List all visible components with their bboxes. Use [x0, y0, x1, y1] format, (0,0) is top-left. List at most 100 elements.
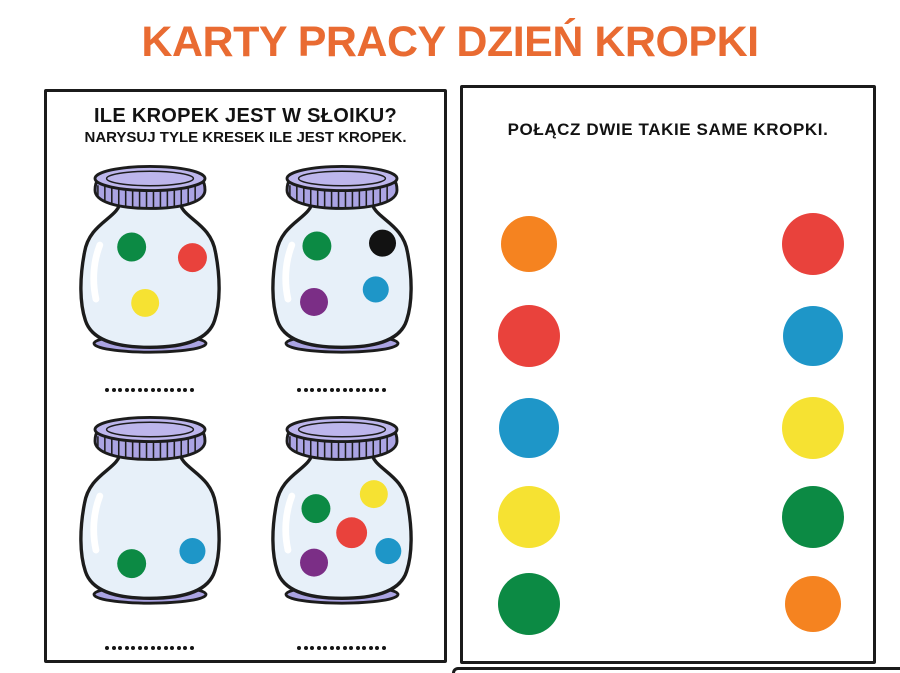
answer-row-top: [47, 382, 444, 398]
jar-dot-green: [300, 494, 330, 524]
jar-slot-top-right: [258, 164, 426, 357]
answer-line-dot: [368, 646, 373, 650]
answer-line-dot: [105, 646, 110, 650]
answer-line-dot: [150, 388, 155, 392]
left-panel-heading: ILE KROPEK JEST W SŁOIKU?: [93, 105, 398, 127]
answer-line: [297, 640, 386, 656]
jar-dot-red: [335, 517, 367, 549]
jar-row-top: [47, 164, 444, 357]
answer-cell: [66, 640, 234, 656]
jar-icon-jar-bottom-left: [78, 415, 221, 605]
jar-dot-blue: [362, 276, 389, 303]
jar-row-bottom: [47, 415, 444, 608]
answer-cell: [258, 382, 426, 398]
jar-dot-green: [301, 231, 331, 261]
answer-line-dot: [316, 646, 321, 650]
answer-line-dot: [176, 388, 181, 392]
panel-count-dots-in-jar: ILE KROPEK JEST W SŁOIKU? NARYSUJ TYLE K…: [44, 89, 447, 663]
jar-dot-black: [368, 229, 396, 257]
match-dot-right-yellow: [782, 397, 844, 459]
answer-line-dot: [189, 646, 194, 650]
answer-line: [105, 382, 194, 398]
answer-line-dot: [118, 388, 123, 392]
answer-line-dot: [381, 388, 386, 392]
answer-line-dot: [105, 388, 110, 392]
match-dot-left-blue: [499, 398, 559, 458]
jar-slot-bottom-left: [66, 415, 234, 608]
answer-line-dot: [329, 388, 334, 392]
answer-line-dot: [355, 646, 360, 650]
jar-dot-blue: [374, 538, 401, 565]
answer-line-dot: [124, 388, 129, 392]
answer-line-dot: [310, 388, 315, 392]
match-dot-right-green: [782, 486, 844, 548]
answer-cell: [66, 382, 234, 398]
answer-line-dot: [163, 388, 168, 392]
jar-dot-purple: [299, 287, 328, 316]
answer-line-dot: [144, 388, 149, 392]
answer-line-dot: [381, 646, 386, 650]
answer-line-dot: [297, 388, 302, 392]
match-dot-left-yellow: [498, 486, 560, 548]
answer-line-dot: [157, 646, 162, 650]
answer-line-dot: [336, 646, 341, 650]
answer-line-dot: [323, 646, 328, 650]
answer-line-dot: [362, 646, 367, 650]
answer-line-dot: [349, 388, 354, 392]
jar-slot-top-left: [66, 164, 234, 357]
answer-line-dot: [375, 388, 380, 392]
jar-dot-purple: [299, 548, 328, 577]
answer-line-dot: [118, 646, 123, 650]
answer-row-bottom: [47, 640, 444, 656]
answer-line-dot: [303, 646, 308, 650]
answer-line: [105, 640, 194, 656]
answer-line-dot: [329, 646, 334, 650]
jar-dot-green: [116, 232, 146, 262]
answer-line-dot: [111, 646, 116, 650]
answer-line-dot: [323, 388, 328, 392]
jar-dot-green: [116, 549, 146, 579]
page-title: KARTY PRACY DZIEŃ KROPKI: [141, 18, 759, 66]
jar-icon-jar-top-right: [270, 164, 413, 354]
answer-line-dot: [150, 646, 155, 650]
answer-line-dot: [368, 388, 373, 392]
answer-line-dot: [183, 646, 188, 650]
answer-line-dot: [124, 646, 129, 650]
panel-match-same-dots: POŁĄCZ DWIE TAKIE SAME KROPKI.: [460, 85, 876, 664]
jar-dot-red: [177, 243, 207, 273]
answer-line-dot: [362, 388, 367, 392]
answer-line-dot: [170, 646, 175, 650]
answer-line-dot: [131, 646, 136, 650]
answer-cell: [258, 640, 426, 656]
match-dots-left-column: [463, 88, 873, 661]
next-page-border-fragment: [452, 667, 900, 673]
match-dot-right-red: [782, 213, 844, 275]
answer-line-dot: [342, 388, 347, 392]
answer-line-dot: [176, 646, 181, 650]
answer-line-dot: [157, 388, 162, 392]
match-dot-left-red: [498, 305, 560, 367]
answer-line-dot: [303, 388, 308, 392]
jar-dot-yellow: [359, 480, 388, 509]
jar-icon-jar-bottom-right: [270, 415, 413, 605]
answer-line-dot: [144, 646, 149, 650]
answer-line-dot: [336, 388, 341, 392]
left-panel-subheading: NARYSUJ TYLE KRESEK ILE JEST KROPEK.: [84, 129, 407, 146]
answer-line-dot: [355, 388, 360, 392]
right-panel-heading: POŁĄCZ DWIE TAKIE SAME KROPKI.: [507, 120, 829, 139]
match-dots-right-column: [463, 88, 873, 661]
answer-line-dot: [137, 388, 142, 392]
match-dot-right-orange: [785, 576, 841, 632]
jar-dot-yellow: [130, 288, 159, 317]
jar-icon-jar-top-left: [78, 164, 221, 354]
answer-line-dot: [111, 388, 116, 392]
answer-line-dot: [189, 388, 194, 392]
answer-line-dot: [137, 646, 142, 650]
answer-line-dot: [170, 388, 175, 392]
answer-line-dot: [349, 646, 354, 650]
answer-line-dot: [297, 646, 302, 650]
match-dot-left-green: [498, 573, 560, 635]
answer-line-dot: [183, 388, 188, 392]
jar-dot-blue: [178, 538, 205, 565]
